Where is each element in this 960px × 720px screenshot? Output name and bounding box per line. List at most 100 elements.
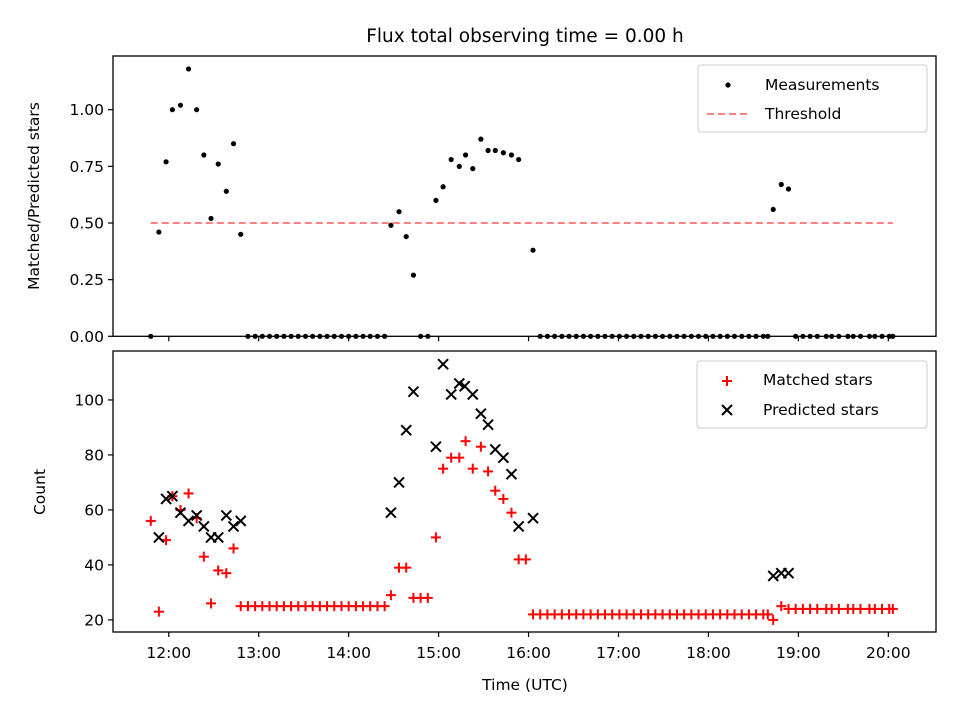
legend-matched-label: Matched stars — [763, 371, 873, 389]
legend-predicted-label: Predicted stars — [763, 401, 879, 419]
measurement-point — [156, 229, 162, 235]
matched-star-point — [206, 598, 217, 609]
matched-star-point — [385, 590, 396, 601]
x-tick-label: 15:00 — [416, 644, 461, 662]
predicted-star-point — [512, 520, 525, 533]
matched-star-point — [430, 532, 441, 543]
predicted-star-point — [437, 358, 449, 370]
matched-star-point — [776, 601, 787, 612]
measurement-point — [440, 184, 446, 190]
matched-star-point — [198, 551, 209, 562]
matched-star-point — [490, 485, 501, 496]
legend-threshold-label: Threshold — [764, 105, 841, 123]
y-tick-label: 100 — [74, 391, 104, 409]
matched-star-point — [454, 452, 465, 463]
y-tick-label: 0.75 — [69, 158, 104, 176]
predicted-star-point — [393, 476, 405, 489]
x-tick-label: 17:00 — [596, 644, 641, 662]
measurement-point — [478, 136, 484, 142]
bottom-x-ticks: 12:00 13:00 14:00 15:00 16:00 17:00 18:00 19:00… — [146, 632, 911, 662]
y-tick-label: 0.25 — [69, 271, 104, 289]
predicted-star-point — [467, 388, 479, 401]
measurement-point — [223, 188, 229, 194]
predicted-star-point — [182, 515, 195, 527]
measurement-point — [485, 147, 491, 154]
measurement-point — [530, 247, 536, 253]
measurement-point — [500, 150, 506, 156]
measurement-point — [516, 156, 522, 163]
bottom-legend-box — [696, 360, 928, 429]
x-axis-label: Time (UTC) — [481, 676, 568, 694]
x-tick-label: 19:00 — [776, 644, 821, 662]
predicted-star-point — [385, 506, 397, 519]
bottom-y-axis-label: Count — [31, 469, 49, 515]
predicted-star-point — [497, 451, 510, 464]
matched-star-point — [379, 601, 390, 612]
matched-star-point — [467, 463, 478, 474]
bottom-marks — [145, 358, 898, 625]
legend-measurements-marker — [725, 82, 731, 88]
predicted-star-point — [400, 424, 412, 436]
predicted-star-point — [160, 493, 172, 505]
measurement-point — [785, 186, 792, 192]
predicted-star-point — [235, 515, 247, 527]
measurement-point — [470, 166, 476, 172]
top-axes-frame — [112, 55, 937, 337]
matched-star-point — [221, 568, 232, 579]
measurement-point — [396, 209, 402, 215]
matched-star-point — [520, 554, 531, 565]
measurement-point — [201, 152, 207, 158]
predicted-star-point — [190, 509, 203, 522]
matched-star-point — [833, 603, 844, 614]
y-tick-label: 0.00 — [69, 328, 104, 346]
chart-title: Flux total observing time = 0.00 h — [366, 26, 684, 47]
top-panel: 0.00 0.25 0.50 0.75 1.00 Matched/Predicted s… — [25, 55, 937, 346]
matched-star-point — [475, 441, 486, 452]
predicted-star-point — [453, 377, 465, 390]
y-tick-label: 80 — [84, 446, 104, 464]
matched-star-point — [887, 603, 898, 614]
measurement-point — [492, 147, 498, 154]
x-tick-label: 12:00 — [146, 644, 191, 662]
y-tick-label: 40 — [84, 556, 104, 574]
y-tick-label: 60 — [84, 501, 104, 519]
predicted-star-point — [227, 520, 240, 533]
measurement-point — [448, 156, 454, 163]
matched-star-point — [145, 515, 156, 526]
measurement-point — [238, 231, 244, 237]
matched-star-point — [228, 543, 239, 554]
predicted-star-point — [407, 385, 420, 398]
top-x-ticks — [168, 336, 889, 342]
matched-star-point — [183, 488, 194, 499]
predicted-star-point — [527, 512, 539, 524]
matched-star-point — [438, 463, 449, 474]
predicted-star-point — [445, 388, 457, 401]
predicted-star-point — [505, 468, 518, 480]
top-legend-box — [697, 64, 928, 133]
measurement-point — [215, 161, 221, 167]
predicted-star-point — [782, 567, 795, 579]
measurement-point — [388, 222, 394, 228]
matched-star-point — [762, 609, 773, 620]
measurement-point — [177, 102, 184, 108]
y-tick-label: 0.50 — [69, 215, 104, 233]
matched-star-point — [153, 606, 164, 617]
measurement-point — [778, 181, 784, 188]
measurement-point — [163, 159, 169, 165]
matched-star-point — [768, 614, 779, 625]
matched-star-point — [506, 507, 517, 518]
top-legend[interactable]: Measurements Threshold — [697, 64, 928, 133]
matched-star-point — [422, 592, 433, 603]
measurement-point — [185, 66, 192, 72]
bottom-panel: 20 40 60 80 100 12:00 13:00 14:00 15:00 16:00 17:… — [31, 350, 937, 694]
predicted-star-point — [220, 509, 233, 522]
measurement-point — [194, 107, 200, 113]
predicted-star-point — [430, 440, 442, 453]
matched-star-point — [213, 565, 224, 576]
predicted-star-point — [212, 531, 224, 544]
predicted-star-point — [166, 490, 179, 502]
x-tick-label: 20:00 — [866, 644, 911, 662]
bottom-legend[interactable]: Matched stars Predicted stars — [696, 360, 928, 429]
predicted-star-point — [767, 570, 779, 582]
